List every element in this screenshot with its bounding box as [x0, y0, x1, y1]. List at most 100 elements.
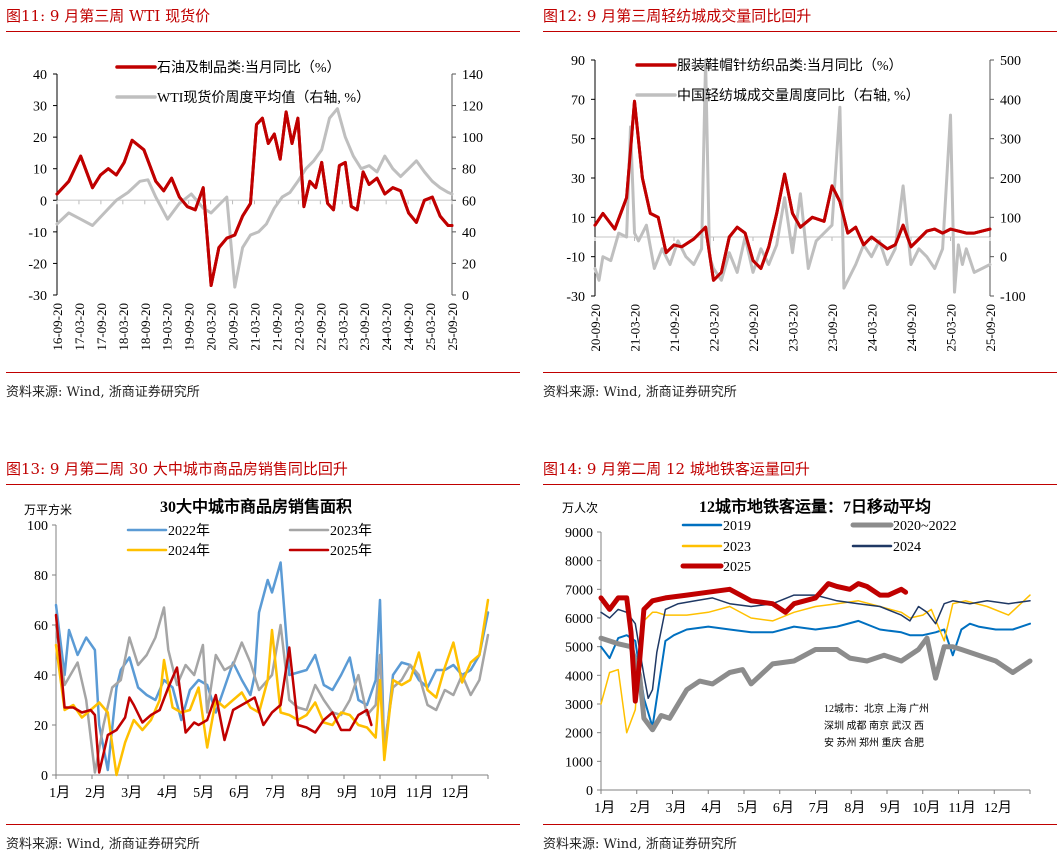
x-tick-label: 23-09-20 — [825, 304, 840, 352]
series-line-3 — [54, 613, 373, 774]
x-tick-label: 21-03-20 — [628, 304, 643, 352]
right-tick-label: -100 — [1000, 290, 1026, 305]
y-tick-label: 2000 — [565, 727, 593, 742]
legend-item-4-label: 2024 — [893, 540, 921, 555]
x-tick-label: 24-03-20 — [379, 303, 394, 351]
right-tick-label: 80 — [462, 163, 476, 178]
right-tick-label: 500 — [1000, 54, 1021, 69]
left-tick-label: -10 — [566, 251, 585, 266]
left-tick-label: -20 — [28, 257, 47, 272]
series-line-2 — [600, 594, 1031, 734]
x-tick-label: 21-09-20 — [667, 304, 682, 352]
left-tick-label: -30 — [28, 289, 47, 304]
annotation-line-2: 深圳 成都 南京 武汉 西 — [824, 719, 924, 732]
y-tick-label: 20 — [34, 719, 48, 734]
x-tick-label: 7月 — [809, 800, 830, 816]
x-tick-label: 12月 — [442, 785, 470, 801]
legend-item-3-label: 2024年 — [168, 543, 210, 559]
x-tick-label: 25-03-20 — [944, 304, 959, 352]
x-tick-label: 4月 — [157, 785, 178, 801]
legend-item-2-label: 2020~2022 — [893, 519, 957, 534]
x-tick-label: 11月 — [406, 785, 433, 801]
left-tick-label: 10 — [571, 211, 585, 226]
right-tick-label: 0 — [1000, 251, 1007, 266]
left-tick-label: 90 — [571, 54, 585, 69]
left-tick-label: 50 — [571, 133, 585, 148]
x-tick-label: 18-09-20 — [138, 303, 153, 351]
y-tick-label: 4000 — [565, 669, 593, 684]
right-tick-label: 20 — [462, 257, 476, 272]
figure-11-source-rule — [6, 372, 520, 373]
right-tick-label: 100 — [462, 131, 483, 146]
figure-14-title-rule — [543, 484, 1057, 485]
y-tick-label: 0 — [41, 769, 48, 784]
y-tick-label: 7000 — [565, 583, 593, 598]
left-tick-label: 0 — [40, 194, 47, 209]
y-tick-label: 5000 — [565, 641, 593, 656]
x-tick-label: 3月 — [121, 785, 142, 801]
left-tick-label: 10 — [33, 163, 47, 178]
y-tick-label: 6000 — [565, 612, 593, 627]
series-line-1 — [598, 635, 1033, 733]
figure-13-source: 资料来源: Wind, 浙商证券研究所 — [6, 837, 200, 852]
figure-12-title-rule — [543, 31, 1057, 32]
series-line-3 — [600, 594, 1031, 700]
figure-12-source: 资料来源: Wind, 浙商证券研究所 — [543, 385, 737, 400]
x-tick-label: 17-09-20 — [94, 303, 109, 351]
legend-item-1-label: 2019 — [723, 519, 751, 534]
x-tick-label: 24-09-20 — [401, 303, 416, 351]
x-tick-label: 3月 — [666, 800, 687, 816]
x-tick-label: 19-03-20 — [160, 303, 175, 351]
left-tick-label: -10 — [28, 226, 47, 241]
legend-item-1-label: 2022年 — [168, 523, 210, 539]
right-tick-label: 100 — [1000, 211, 1021, 226]
right-tick-label: 400 — [1000, 93, 1021, 108]
x-tick-label: 9月 — [337, 785, 358, 801]
y-tick-label: 1000 — [565, 755, 593, 770]
x-tick-label: 20-09-20 — [226, 303, 241, 351]
legend-item-1-label: 石油及制品类:当月同比（%） — [157, 60, 341, 76]
series-line-2 — [54, 598, 490, 777]
y-tick-label: 9000 — [565, 526, 593, 541]
y-tick-label: 100 — [27, 519, 48, 534]
legend-item-5-label: 2025 — [723, 560, 751, 575]
y-axis-unit: 万人次 — [562, 501, 598, 515]
x-tick-label: 22-09-20 — [313, 303, 328, 351]
x-tick-label: 1月 — [594, 800, 615, 816]
x-tick-label: 20-03-20 — [204, 303, 219, 351]
x-tick-label: 2月 — [630, 800, 651, 816]
y-tick-label: 60 — [34, 619, 48, 634]
series-line-0 — [600, 619, 1031, 728]
x-tick-label: 22-09-20 — [746, 304, 761, 352]
figure-12-source-rule — [543, 372, 1057, 373]
right-tick-label: 60 — [462, 194, 476, 209]
x-tick-label: 21-09-20 — [269, 303, 284, 351]
x-tick-label: 24-03-20 — [865, 304, 880, 352]
right-tick-label: 200 — [1000, 172, 1021, 187]
figure-11-chart: 403020100-10-20-3014012010080604020016-0… — [28, 60, 483, 351]
legend-item-2-label: 中国轻纺城成交量周度同比（右轴, %） — [677, 87, 920, 104]
y-tick-label: 40 — [34, 669, 48, 684]
left-tick-label: 40 — [33, 68, 47, 83]
x-tick-label: 19-09-20 — [182, 303, 197, 351]
x-tick-label: 12月 — [984, 800, 1012, 816]
legend-item-2-label: WTI现货价周度平均值（右轴, %） — [157, 89, 370, 106]
series-line-4 — [598, 581, 909, 704]
left-tick-label: 30 — [571, 172, 585, 187]
x-tick-label: 10月 — [912, 800, 940, 816]
figure-13-chart: 100 80 60 40 20 01月 2月 3月 4月 5月 6月 7月 8月 9月 10月 11月 12月 3… — [24, 497, 490, 801]
x-tick-label: 25-03-20 — [423, 303, 438, 351]
chart-title: 30大中城市商品房销售面积 — [160, 497, 352, 516]
left-tick-label: 20 — [33, 131, 47, 146]
right-tick-label: 40 — [462, 226, 476, 241]
x-tick-label: 20-09-20 — [588, 304, 603, 352]
annotation-line-3: 安 苏州 郑州 重庆 合肥 — [824, 736, 924, 749]
y-tick-label: 3000 — [565, 698, 593, 713]
legend-item-1-label: 服装鞋帽针纺织品类:当月同比（%） — [677, 58, 903, 74]
figure-14-source: 资料来源: Wind, 浙商证券研究所 — [543, 837, 737, 852]
x-tick-label: 8月 — [301, 785, 322, 801]
x-tick-label: 18-03-20 — [116, 303, 131, 351]
x-tick-label: 2月 — [85, 785, 106, 801]
x-tick-label: 23-09-20 — [357, 303, 372, 351]
